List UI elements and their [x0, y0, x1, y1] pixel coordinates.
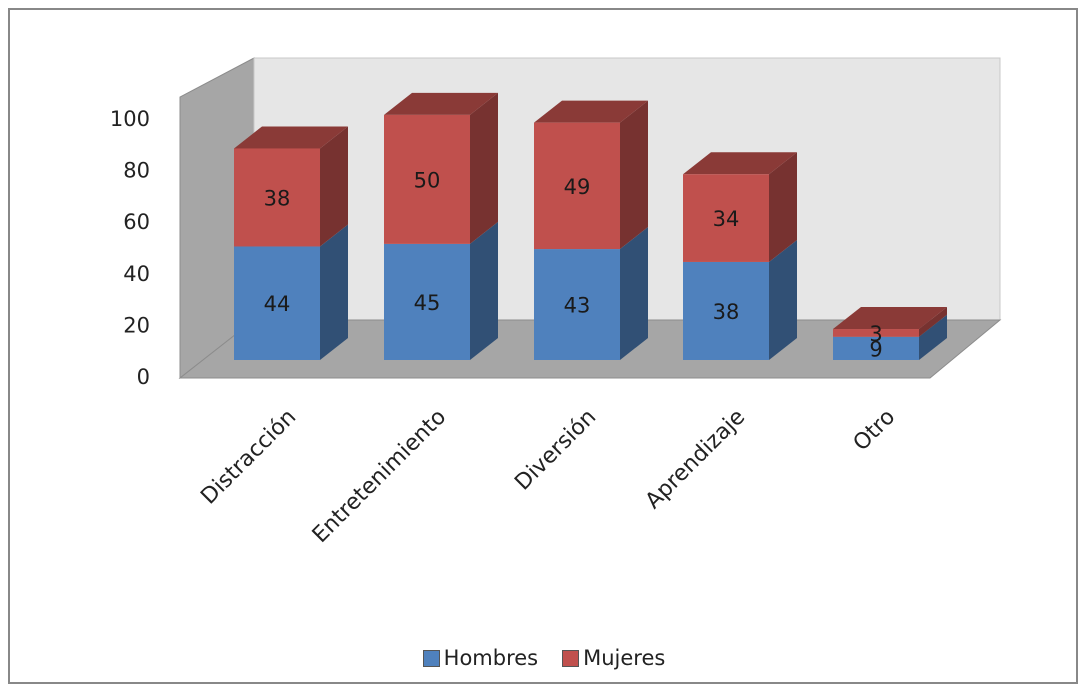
x-axis: Distracción Entretenimiento Diversión Apren…	[196, 405, 900, 548]
bar-mujeres-0	[234, 148, 320, 247]
bar-side	[620, 100, 648, 250]
legend-label: Mujeres	[583, 646, 666, 670]
data-label: 49	[564, 175, 591, 199]
bars: 44 38 45 50 43 49 38 34 93	[234, 92, 947, 361]
bar-side	[320, 126, 348, 247]
x-category-label: Diversión	[510, 405, 601, 496]
data-label: 9	[869, 337, 882, 361]
bar-side	[470, 221, 498, 360]
bar-top	[384, 92, 498, 115]
bar-side	[320, 224, 348, 360]
x-category-label: Distracción	[196, 405, 301, 510]
bar-hombres-3	[683, 261, 769, 360]
data-label: 44	[264, 292, 291, 316]
x-category-label: Entretenimiento	[308, 405, 451, 548]
y-tick-label: 100	[110, 107, 150, 131]
y-axis: 0 20 40 60 80 100	[110, 107, 150, 389]
legend-item: Hombres	[422, 646, 539, 670]
bar-side	[919, 314, 947, 360]
bar-hombres-1	[384, 243, 470, 360]
legend-swatch	[562, 649, 580, 667]
bar-top	[683, 152, 797, 175]
bar-top	[534, 100, 648, 123]
bar-hombres-4	[833, 336, 919, 360]
bar-mujeres-4	[833, 329, 919, 337]
bar-top	[833, 307, 947, 330]
data-label: 38	[264, 186, 291, 210]
bar-mujeres-2	[534, 122, 620, 250]
legend-swatch	[422, 649, 440, 667]
legend-item: Mujeres	[562, 646, 665, 670]
bar-side	[470, 92, 498, 244]
data-label: 43	[564, 294, 591, 318]
y-tick-label: 20	[123, 313, 150, 337]
bar-mujeres-3	[683, 174, 769, 262]
x-category-label: Aprendizaje	[641, 405, 750, 514]
bar-side	[769, 239, 797, 360]
data-label: 3	[869, 322, 882, 346]
data-label: 34	[713, 207, 740, 231]
data-label: 45	[414, 291, 441, 315]
bar-mujeres-1	[384, 114, 470, 244]
data-label: 50	[414, 168, 441, 192]
bar-hombres-0	[234, 246, 320, 360]
data-label: 38	[713, 300, 740, 324]
x-category-label: Otro	[849, 405, 901, 457]
legend-label: Hombres	[443, 646, 539, 670]
y-tick-label: 80	[123, 159, 150, 183]
bar-side	[769, 152, 797, 262]
bar-side	[919, 307, 947, 337]
bar-side	[620, 227, 648, 360]
legend: Hombres Mujeres	[0, 646, 1088, 672]
y-tick-label: 60	[123, 210, 150, 234]
y-tick-label: 0	[137, 365, 150, 389]
bar-hombres-2	[534, 249, 620, 360]
bar-top	[234, 126, 348, 149]
y-tick-label: 40	[123, 262, 150, 286]
